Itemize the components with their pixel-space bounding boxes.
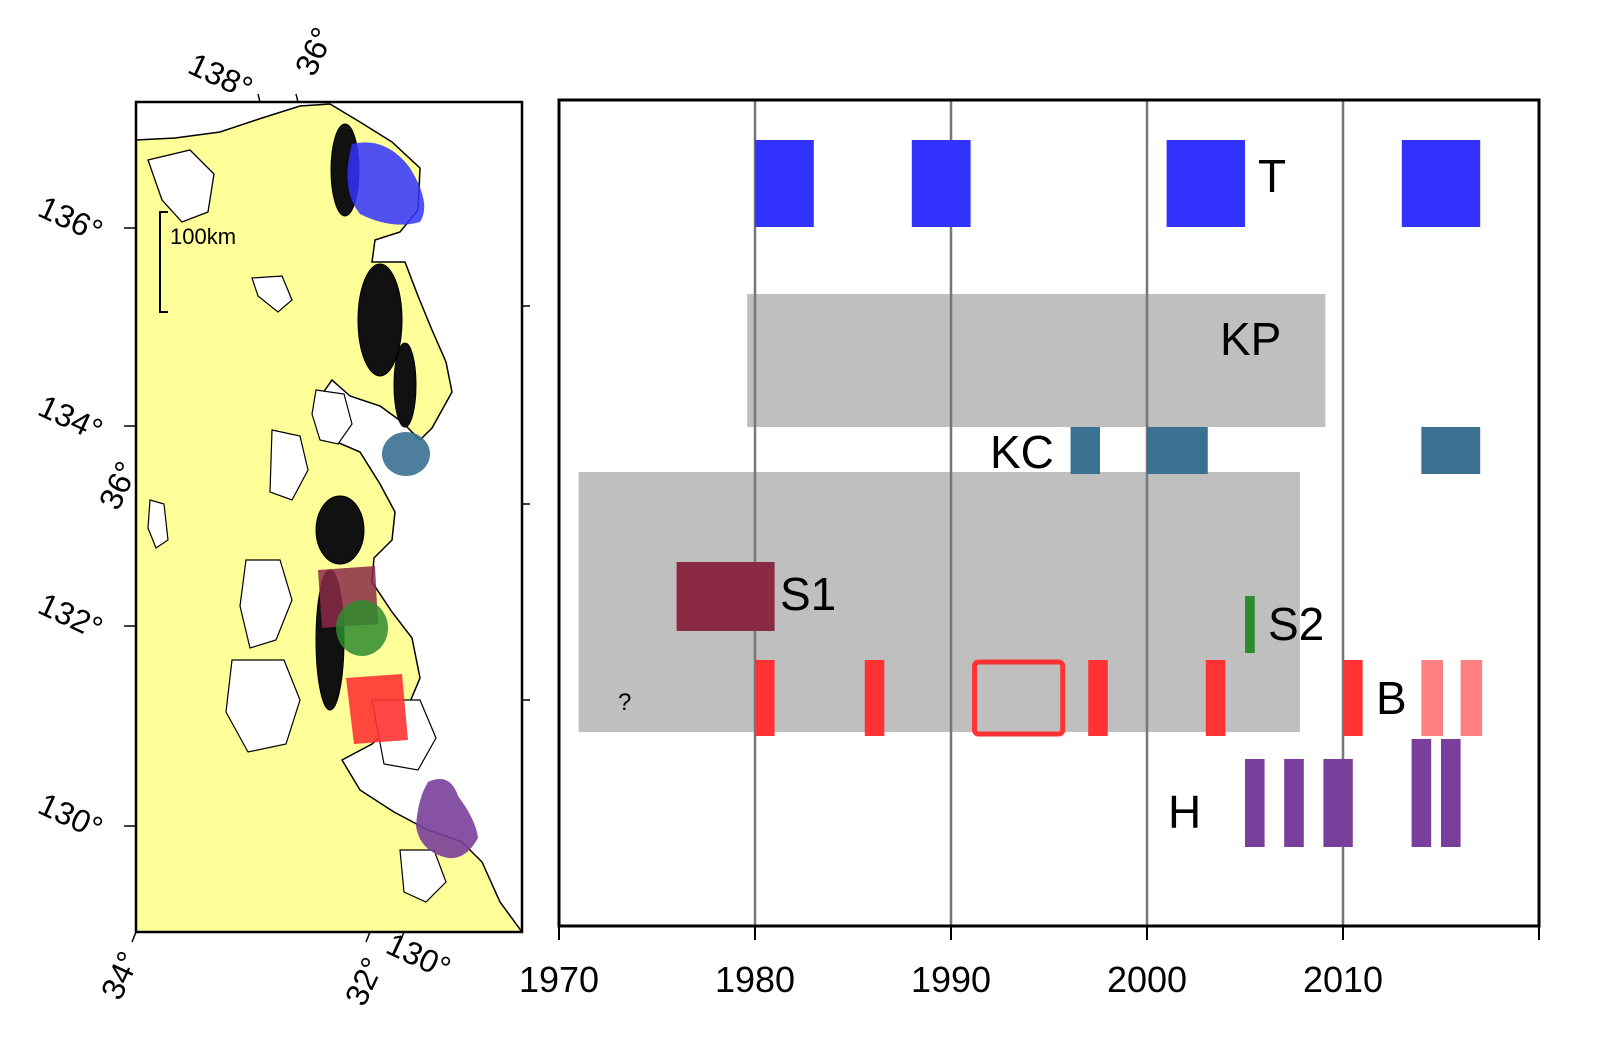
series-label-H: H [1168, 786, 1201, 838]
bar-T-2 [1166, 140, 1245, 227]
bar-B-faded-0 [1421, 660, 1443, 736]
x-tick-label-1990: 1990 [911, 959, 991, 1000]
bar-T-1 [911, 140, 971, 227]
lat-label-132: 132° [33, 586, 108, 647]
lat-label-134: 134° [33, 388, 108, 449]
top-label-36: 36° [288, 22, 341, 81]
chart-foreground-bars [676, 140, 1483, 847]
map-ticks [124, 93, 530, 943]
x-tick-label-2010: 2010 [1303, 959, 1383, 1000]
top-label-138: 138° [183, 46, 258, 107]
bar-KP-0 [747, 294, 1326, 427]
bar-T-0 [755, 140, 814, 227]
map-panel: 100km 136° 134° 132° 130° 36° 34° 32° 13… [33, 22, 530, 1011]
bar-H-0 [1245, 759, 1265, 847]
map-bay [239, 559, 293, 649]
x-tick-label-2000: 2000 [1107, 959, 1187, 1000]
bar-B-2 [1088, 660, 1108, 736]
series-label-B: B [1376, 672, 1407, 724]
map-region-S2 [336, 600, 388, 656]
plot-frame [557, 98, 1541, 928]
map-bay [269, 429, 309, 501]
series-labels: T KP KC S1 S2 B? H [618, 150, 1407, 838]
bar-H-1 [1284, 759, 1304, 847]
map-bay [225, 659, 301, 753]
map-frame [134, 100, 524, 934]
x-tick-label-1970: 1970 [519, 959, 599, 1000]
bar-S2-0 [1245, 596, 1255, 653]
map-bay [147, 149, 215, 223]
map-region-H [416, 779, 478, 859]
bottom-label-130: 130° [381, 926, 456, 987]
x-axis: 1970 1980 1990 2000 2010 [519, 926, 1540, 1000]
bar-B-outlined-0 [972, 659, 1066, 737]
bar-KC-0 [1070, 427, 1100, 474]
bar-H-4 [1441, 739, 1461, 847]
x-tick-label-1980: 1980 [715, 959, 795, 1000]
lat-label-130: 130° [33, 786, 108, 847]
bar-KC-1 [1147, 427, 1208, 474]
bar-KC-2 [1421, 427, 1481, 474]
bar-T-3 [1401, 140, 1481, 227]
map-region-B [346, 674, 408, 744]
bar-H-2 [1323, 759, 1353, 847]
series-label-S-gray: ? [618, 689, 631, 716]
map-region-T [347, 142, 425, 225]
bar-B-3 [1205, 660, 1226, 736]
bottom-label-34: 34° [94, 946, 147, 1005]
bar-H-3 [1411, 739, 1432, 847]
bar-B-0 [755, 660, 775, 736]
series-label-T: T [1258, 150, 1286, 202]
map-region-KC [382, 432, 430, 476]
series-label-S1: S1 [780, 568, 836, 620]
series-label-KC: KC [990, 426, 1054, 478]
bar-S1-0 [676, 562, 775, 631]
map-bay [399, 849, 447, 903]
bottom-label-32: 32° [338, 952, 391, 1011]
series-label-KP: KP [1220, 313, 1281, 365]
bar-B-1 [864, 660, 885, 736]
map-bay [311, 389, 353, 445]
timeline-chart: 1970 1980 1990 2000 2010 T KP KC S1 S2 B? H [519, 98, 1541, 1000]
scale-bar: 100km [159, 211, 236, 313]
map-bay [251, 275, 293, 313]
series-label-S2: S2 [1268, 598, 1324, 650]
lat-label-136: 136° [33, 189, 108, 250]
scale-bar-label: 100km [170, 224, 236, 249]
bar-B-faded-1 [1460, 660, 1483, 736]
map-bay [147, 499, 169, 549]
bar-B-4 [1343, 660, 1363, 736]
